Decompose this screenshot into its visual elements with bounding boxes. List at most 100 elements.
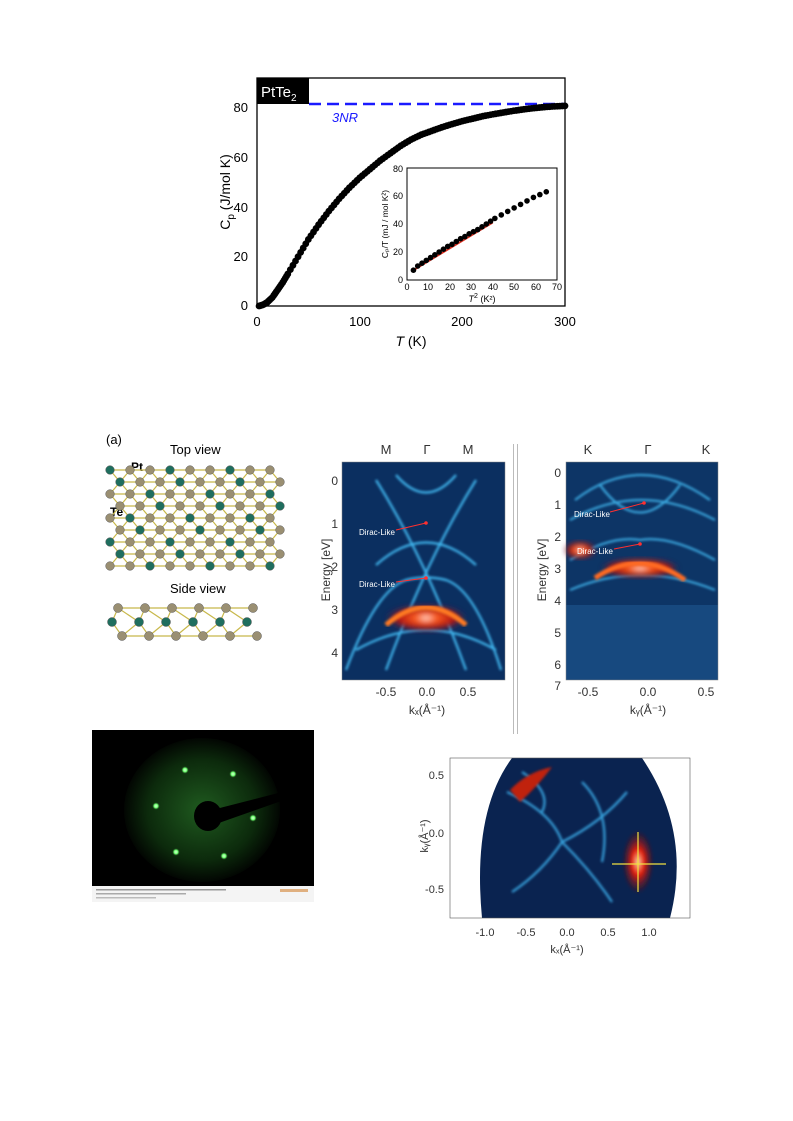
arpes2-annotation: Dirac-Like (574, 510, 611, 519)
arpes1-x-tick: 0.5 (460, 685, 477, 699)
arpes1-image (342, 462, 505, 680)
x-tick-label: 200 (451, 314, 473, 329)
inset-data-point (410, 267, 417, 273)
te-atom (105, 513, 115, 523)
crystal-structure-top-view (105, 465, 285, 571)
inset-data-point (466, 231, 472, 237)
te-atom (265, 513, 275, 523)
pt-atom (195, 525, 205, 535)
y-tick-label: 20 (234, 249, 248, 264)
te-atom (255, 501, 265, 511)
inset-y-tick: 40 (393, 219, 403, 229)
x-tick-label: 300 (554, 314, 576, 329)
inset-data-point (504, 208, 511, 215)
y-tick-label: 80 (234, 100, 248, 115)
fermi-x-tick: -1.0 (476, 927, 495, 939)
te-atom (115, 525, 125, 535)
pt-atom (115, 477, 125, 487)
pt-atom (135, 525, 145, 535)
fermi-y-tick: 0.5 (429, 770, 444, 782)
inset-data-point (530, 194, 537, 201)
inset-data-point (462, 233, 468, 240)
inset-data-point (524, 198, 530, 204)
te-atom (225, 561, 235, 571)
inset-data-point (453, 238, 460, 245)
x-axis-label: T (K) (395, 333, 426, 349)
te-atom (195, 549, 205, 559)
inset-x-tick: 50 (509, 282, 519, 292)
pt-atom (175, 549, 185, 559)
pt-atom (265, 561, 275, 571)
inset-data-point (423, 257, 430, 264)
arpes2-top-label: Γ (644, 442, 651, 457)
te-atom (245, 465, 255, 475)
te-atom (125, 537, 135, 547)
te-atom (221, 603, 231, 613)
pt-atom (205, 489, 215, 499)
arpes2-x-label: kᵧ(Å⁻¹) (630, 702, 666, 717)
plot-frame (256, 77, 566, 307)
arpes1-y-tick: 2 (331, 560, 338, 574)
te-atom (255, 477, 265, 487)
pt-atom (155, 501, 165, 511)
te-atom (195, 501, 205, 511)
te-atom (252, 631, 262, 641)
arpes1-x-tick: 0.0 (419, 685, 436, 699)
te-atom (235, 501, 245, 511)
x-tick-label: 0 (253, 314, 260, 329)
te-atom (205, 537, 215, 547)
arpes2-x-tick: 0.0 (640, 685, 657, 699)
te-atom (225, 513, 235, 523)
inset-data-point (511, 205, 517, 211)
inset-data-point (474, 226, 481, 233)
pt-atom (225, 465, 235, 475)
te-atom (185, 489, 195, 499)
te-atom (125, 489, 135, 499)
pt-atom (215, 617, 225, 627)
te-atom (135, 477, 145, 487)
te-atom (265, 465, 275, 475)
pt-atom (161, 617, 171, 627)
arpes1-annotation: Dirac-Like (359, 580, 396, 589)
te-atom (205, 513, 215, 523)
pt-atom (125, 513, 135, 523)
top-view-title: Top view (170, 442, 221, 457)
te-atom (185, 465, 195, 475)
te-atom (113, 603, 123, 613)
inset-x-tick: 20 (445, 282, 455, 292)
te-atom (105, 561, 115, 571)
inset-data-point (444, 243, 451, 250)
te-atom (275, 549, 285, 559)
y-tick-label: 60 (234, 150, 248, 165)
te-atom (225, 631, 235, 641)
te-atom (175, 501, 185, 511)
data-point (561, 102, 569, 110)
te-atom (144, 631, 154, 641)
pt-atom (185, 513, 195, 523)
fermi-x-tick: 1.0 (641, 927, 656, 939)
arpes2-y-tick: 2 (554, 530, 561, 544)
te-atom (135, 549, 145, 559)
arpes1-x-label: kₓ(Å⁻¹) (409, 702, 445, 717)
te-atom (245, 537, 255, 547)
arpes2-y-label: Energy [eV] (535, 539, 549, 602)
te-atom (145, 537, 155, 547)
arpes1-annotation: Dirac-Like (359, 528, 396, 537)
pt-atom (165, 465, 175, 475)
arpes2-y-tick: 0 (554, 466, 561, 480)
te-atom (194, 603, 204, 613)
y-tick-label: 40 (234, 200, 248, 215)
fermi-y-tick: 0.0 (429, 828, 444, 840)
inset-data-point (419, 260, 425, 266)
material-badge (257, 78, 309, 104)
inset-x-tick: 10 (423, 282, 433, 292)
te-atom (215, 477, 225, 487)
pt-atom (265, 489, 275, 499)
pt-atom (145, 561, 155, 571)
panel-divider (513, 444, 514, 734)
te-atom (165, 489, 175, 499)
inset-y-label: Cₚ/T (mJ / mol K²) (380, 190, 390, 258)
inset-data-point (498, 212, 505, 218)
material-badge-text: PtTe2 (261, 84, 297, 104)
pt-atom (134, 617, 144, 627)
